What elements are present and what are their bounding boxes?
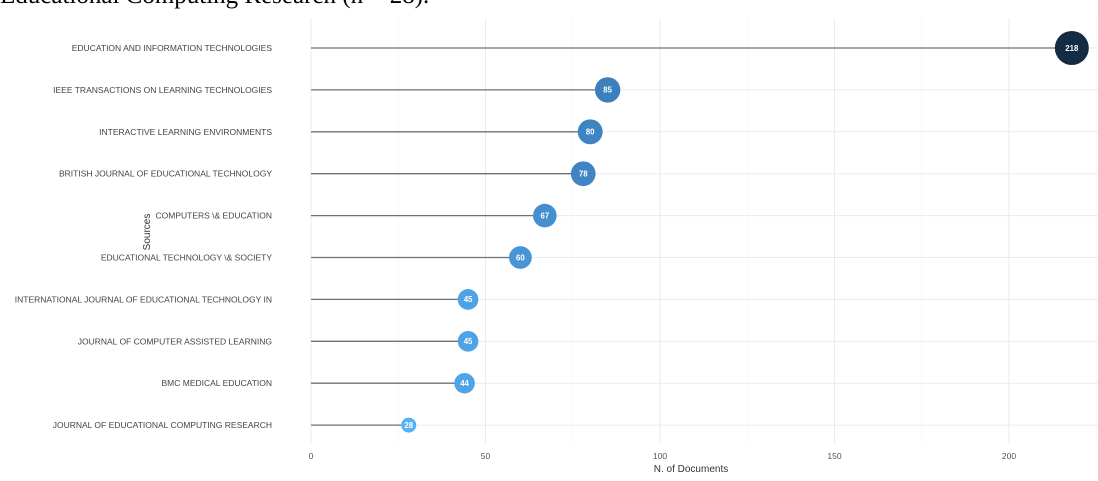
data-label: 45 — [464, 295, 473, 304]
category-label: IEEE TRANSACTIONS ON LEARNING TECHNOLOGI… — [53, 85, 272, 95]
lollipop-point — [457, 289, 479, 310]
category-label-layer: EDUCATION AND INFORMATION TECHNOLOGIES IE… — [15, 43, 273, 430]
data-label: 67 — [540, 211, 549, 220]
data-label: 218 — [1065, 44, 1079, 53]
category-label: COMPUTERS \& EDUCATION — [156, 211, 273, 221]
lollipop-point — [401, 417, 417, 433]
lollipop-point — [533, 203, 557, 228]
y-axis-title: Sources — [142, 214, 153, 251]
category-label: EDUCATION AND INFORMATION TECHNOLOGIES — [72, 43, 273, 53]
lollipop-point — [454, 372, 475, 394]
x-tick-label: 0 — [309, 451, 314, 461]
lollipop-point — [570, 161, 596, 187]
category-label: JOURNAL OF EDUCATIONAL COMPUTING RESEARC… — [53, 420, 272, 430]
page-top-text: Educational Computing Research (n = 28). — [0, 0, 429, 8]
category-label: INTERNATIONAL JOURNAL OF EDUCATIONAL TEC… — [15, 294, 272, 304]
category-label: INTERACTIVE LEARNING ENVIRONMENTS — [99, 127, 272, 137]
point-layer: 218 85 80 78 67 60 45 45 44 28 — [401, 31, 1089, 433]
category-label: BMC MEDICAL EDUCATION — [161, 378, 272, 388]
category-label: EDUCATIONAL TECHNOLOGY \& SOCIETY — [101, 253, 272, 263]
lollipop-point — [509, 246, 532, 269]
x-tick-layer: 0 50 100 150 200 — [309, 451, 1017, 461]
data-label: 44 — [460, 379, 469, 388]
x-axis-title: N. of Documents — [654, 464, 728, 475]
category-label: BRITISH JOURNAL OF EDUCATIONAL TECHNOLOG… — [59, 169, 272, 179]
stem-layer — [311, 47, 1072, 426]
x-tick-label: 100 — [653, 451, 667, 461]
lollipop-point — [1054, 31, 1089, 65]
data-label: 28 — [404, 421, 413, 430]
x-tick-label: 50 — [481, 451, 491, 461]
data-label: 78 — [579, 170, 588, 179]
data-label: 60 — [516, 253, 525, 262]
lollipop-point — [594, 77, 621, 103]
x-tick-label: 200 — [1002, 451, 1016, 461]
lollipop-point — [457, 330, 479, 352]
grid-layer — [310, 18, 1098, 444]
category-label: JOURNAL OF COMPUTER ASSISTED LEARNING — [78, 336, 272, 346]
x-tick-label: 150 — [827, 451, 841, 461]
data-label: 45 — [464, 337, 473, 346]
data-label: 85 — [603, 86, 612, 95]
lollipop-point — [577, 119, 603, 145]
data-label: 80 — [586, 128, 595, 137]
